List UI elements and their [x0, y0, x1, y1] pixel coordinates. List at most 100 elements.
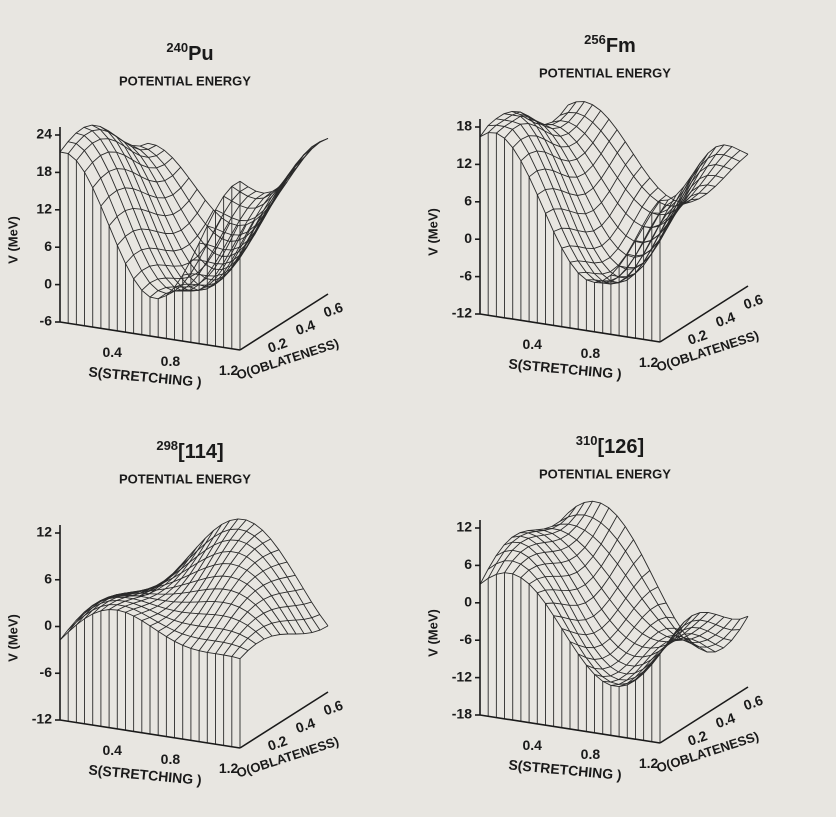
mass-number: 240	[166, 40, 188, 55]
s-axis-label: S(STRETCHING )	[88, 363, 203, 389]
surface-line	[619, 640, 707, 687]
surface-line	[232, 142, 320, 199]
surface-line	[504, 542, 684, 674]
o-tick-label: 0.6	[321, 299, 345, 321]
y-tick-label: 12	[456, 155, 472, 171]
surface-line	[544, 529, 724, 641]
o-tick-label: 0.4	[713, 308, 737, 330]
y-tick-label: 6	[464, 193, 472, 209]
surface-line	[108, 576, 288, 634]
surface-line	[116, 564, 296, 634]
surface-line	[611, 639, 699, 685]
s-tick-label: 0.8	[161, 353, 181, 369]
subtitle: POTENTIAL ENERGY	[539, 65, 671, 80]
y-axis-label: V (MeV)	[5, 216, 20, 264]
panel: 310[126] POTENTIAL ENERGY 12 6 0 -6 -12 -18 V (M…	[425, 433, 765, 782]
s-axis-label: S(STRETCHING )	[508, 756, 623, 782]
panel-title: 240Pu	[166, 40, 213, 65]
surface-line	[109, 189, 197, 226]
surface-line	[627, 185, 715, 256]
surface-line	[480, 105, 568, 137]
element: [126]	[598, 436, 645, 458]
o-tick-label: 0.4	[713, 709, 737, 731]
surface-line	[60, 152, 240, 299]
element: [114]	[178, 441, 224, 463]
surface-line	[488, 125, 668, 283]
y-tick-label: -12	[32, 711, 52, 727]
surface-line	[505, 105, 593, 139]
s-tick-label: 0.8	[581, 746, 601, 762]
y-tick-label: -6	[460, 631, 473, 647]
panel-title: 256Fm	[584, 32, 636, 57]
surface-line	[568, 102, 748, 203]
s-tick-label: 0.8	[581, 345, 601, 361]
surface-line	[528, 119, 708, 257]
y-tick-label: 6	[44, 238, 52, 254]
o-tick-label: 0.4	[293, 316, 317, 338]
o-tick-label: 0.4	[293, 714, 317, 736]
y-tick-label: 12	[36, 201, 52, 217]
y-tick-label: -12	[452, 668, 472, 684]
s-tick-label: 0.8	[161, 751, 181, 767]
y-tick-label: -6	[460, 267, 473, 283]
surface-line	[568, 501, 748, 652]
subtitle: POTENTIAL ENERGY	[539, 466, 671, 481]
y-axis-label: V (MeV)	[425, 609, 440, 657]
s-axis-label: S(STRETCHING )	[508, 355, 623, 381]
s-tick-label: 0.4	[522, 737, 542, 753]
y-tick-label: 0	[44, 617, 52, 633]
y-axis-label: V (MeV)	[425, 208, 440, 256]
y-tick-label: 12	[456, 519, 472, 535]
surface-line	[183, 539, 271, 645]
y-tick-label: -12	[452, 305, 472, 321]
panel-title: 298[114]	[156, 438, 223, 463]
mass-number: 298	[156, 438, 178, 453]
o-tick-label: 0.6	[741, 692, 765, 714]
surface-line	[570, 587, 658, 648]
y-tick-label: 0	[464, 230, 472, 246]
y-tick-label: 6	[464, 556, 472, 572]
subtitle: POTENTIAL ENERGY	[119, 73, 251, 88]
y-tick-label: 24	[36, 126, 52, 142]
surface-line	[513, 111, 601, 148]
surface-line	[126, 210, 214, 264]
s-tick-label: 0.4	[102, 344, 122, 360]
y-tick-label: -18	[452, 706, 472, 722]
subtitle: POTENTIAL ENERGY	[119, 471, 251, 486]
surface-line	[536, 530, 716, 642]
surface-line	[562, 571, 650, 635]
y-tick-label: 0	[464, 594, 472, 610]
panel: 298[114] POTENTIAL ENERGY 12 6 0 -6 -12 V (MeV)…	[5, 438, 345, 787]
y-tick-label: -6	[40, 664, 53, 680]
surface-line	[101, 556, 189, 611]
surface-line	[199, 562, 287, 651]
surface-line	[140, 142, 320, 242]
panel: 256Fm POTENTIAL ENERGY 18 12 6 0 -6 -12 V (MeV) 0…	[425, 32, 765, 381]
surface-line	[480, 513, 568, 584]
surface-line	[660, 145, 748, 201]
y-tick-label: 0	[44, 275, 52, 291]
o-tick-label: 0.6	[741, 291, 765, 313]
y-tick-label: -6	[40, 313, 53, 329]
mass-number: 256	[584, 32, 606, 47]
figure: 240Pu POTENTIAL ENERGY 24 18 12 6 0 -6 V (MeV) 0.…	[0, 0, 836, 817]
surface-line	[488, 102, 576, 133]
element: Fm	[606, 35, 636, 57]
s-tick-label: 0.4	[522, 336, 542, 352]
y-tick-label: 6	[44, 570, 52, 586]
surface-line	[627, 638, 715, 685]
o-tick-label: 0.6	[321, 697, 345, 719]
s-axis-label: S(STRETCHING )	[88, 761, 203, 787]
y-tick-label: 12	[36, 524, 52, 540]
s-tick-label: 0.4	[102, 742, 122, 758]
y-axis-label: V (MeV)	[5, 614, 20, 662]
element: Pu	[188, 43, 214, 65]
surface-line	[578, 603, 666, 660]
surface-line	[554, 555, 642, 621]
panel-title: 310[126]	[576, 433, 644, 458]
surface-line	[488, 506, 576, 578]
y-tick-label: 18	[36, 163, 52, 179]
panel: 240Pu POTENTIAL ENERGY 24 18 12 6 0 -6 V (MeV) 0.…	[5, 40, 345, 389]
y-tick-label: 18	[456, 118, 472, 134]
mass-number: 310	[576, 433, 598, 448]
